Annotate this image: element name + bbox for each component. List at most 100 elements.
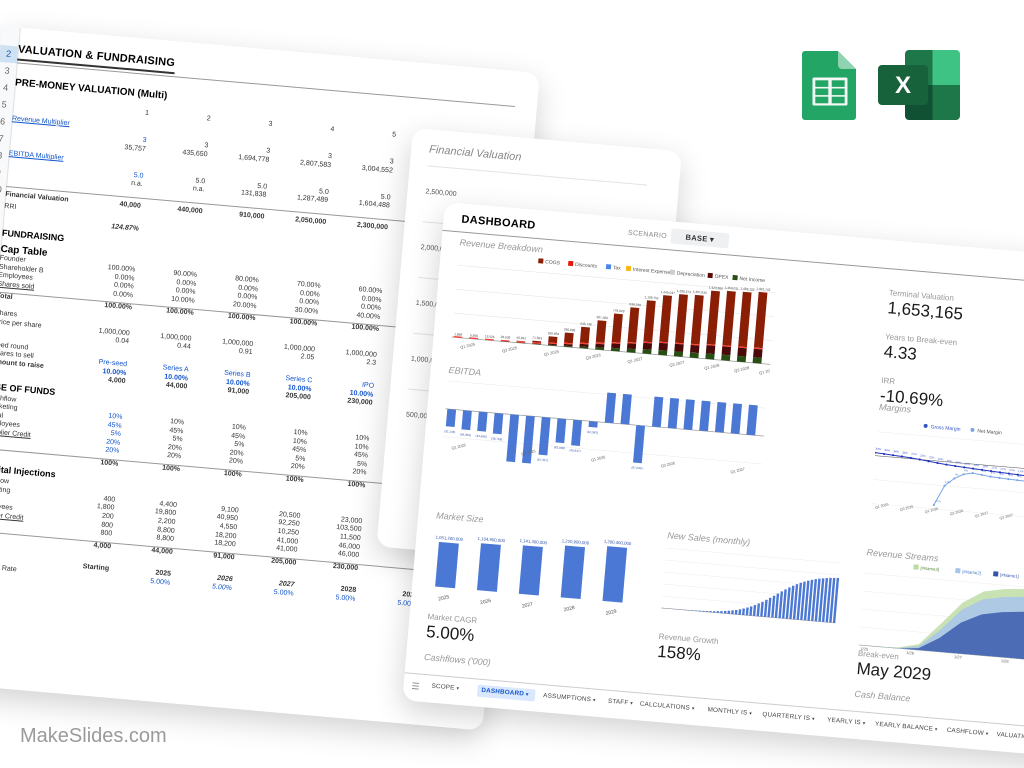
svg-text:1,459,102: 1,459,102 [740, 287, 755, 292]
svg-text:17%: 17% [1000, 467, 1006, 472]
svg-text:17%: 17% [945, 480, 951, 485]
svg-text:2,500: 2,500 [660, 545, 665, 551]
svg-text:(43,096): (43,096) [554, 445, 565, 450]
svg-text:(10,342): (10,342) [587, 430, 598, 435]
svg-text:2026: 2026 [480, 598, 492, 606]
svg-text:Q1 2027: Q1 2027 [627, 356, 644, 365]
svg-text:-17%: -17% [934, 499, 941, 504]
svg-text:189,894: 189,894 [547, 331, 559, 336]
svg-text:Q1 2026: Q1 2026 [591, 455, 606, 462]
svg-text:1,290,400,000: 1,290,400,000 [604, 539, 632, 546]
svg-text:(34,486): (34,486) [475, 434, 486, 439]
svg-text:778,629: 778,629 [613, 308, 625, 313]
svg-text:4%: 4% [982, 469, 987, 473]
svg-text:Q1 2029: Q1 2029 [759, 367, 776, 376]
svg-text:1,500,000: 1,500,000 [450, 261, 457, 268]
svg-text:Gross Margin: Gross Margin [930, 424, 961, 433]
svg-text:76,997: 76,997 [703, 383, 713, 388]
svg-text:(36,756): (36,756) [491, 436, 502, 441]
svg-text:1/26: 1/26 [906, 650, 915, 656]
svg-text:1,141,300,000: 1,141,300,000 [519, 538, 547, 545]
svg-text:2028: 2028 [563, 605, 575, 613]
svg-text:[#Name3]: [#Name3] [920, 565, 939, 572]
svg-text:29,636: 29,636 [500, 335, 510, 340]
svg-text:2,000: 2,000 [660, 557, 664, 563]
svg-text:296,839: 296,839 [564, 327, 576, 332]
svg-text:4%: 4% [1000, 472, 1005, 476]
svg-text:COGS: COGS [545, 259, 561, 266]
svg-text:2025: 2025 [438, 594, 450, 602]
svg-text:(31,145): (31,145) [444, 429, 455, 434]
svg-text:(45,647): (45,647) [569, 448, 580, 453]
svg-text:4%: 4% [1009, 473, 1014, 477]
svg-text:1/28: 1/28 [1001, 658, 1010, 664]
svg-text:500,000: 500,000 [858, 570, 864, 576]
svg-text:100%: 100% [870, 429, 875, 435]
svg-text:(34,356): (34,356) [460, 432, 471, 437]
svg-text:19%: 19% [964, 462, 970, 467]
svg-text:445,739: 445,739 [580, 322, 592, 327]
svg-text:Q3 2027: Q3 2027 [999, 513, 1013, 520]
svg-text:X: X [895, 72, 911, 99]
svg-text:4%: 4% [973, 467, 978, 471]
svg-text:200,000: 200,000 [858, 624, 859, 630]
svg-text:1,296,373: 1,296,373 [677, 289, 692, 294]
svg-text:1,989: 1,989 [454, 332, 463, 337]
svg-text:1,000: 1,000 [660, 581, 662, 587]
svg-text:1,245,037: 1,245,037 [661, 290, 676, 295]
svg-text:Q3 2026: Q3 2026 [949, 509, 963, 516]
svg-text:20%: 20% [947, 459, 953, 464]
svg-text:34%: 34% [902, 450, 908, 455]
svg-text:20%: 20% [938, 457, 944, 462]
svg-text:[#Name1]: [#Name1] [1000, 572, 1019, 579]
svg-text:40,661: 40,661 [516, 336, 526, 341]
svg-text:(84,233): (84,233) [520, 466, 531, 471]
svg-text:Q1 2025: Q1 2025 [451, 443, 466, 450]
svg-text:22%: 22% [929, 455, 935, 460]
svg-text:Q1 2025: Q1 2025 [875, 502, 889, 509]
svg-text:1,000,000: 1,000,000 [450, 285, 455, 292]
svg-text:Interest Expense: Interest Expense [633, 267, 671, 276]
svg-text:4%: 4% [964, 468, 969, 472]
svg-text:17%: 17% [1018, 469, 1024, 474]
svg-text:1,104,900,000: 1,104,900,000 [477, 536, 505, 543]
svg-text:OPEX: OPEX [714, 274, 729, 281]
svg-text:4%: 4% [1017, 474, 1022, 478]
svg-text:Net Margin: Net Margin [977, 428, 1002, 436]
svg-text:400,000: 400,000 [858, 588, 862, 594]
svg-text:Q1 2028: Q1 2028 [704, 362, 721, 371]
svg-text:34%: 34% [893, 449, 899, 454]
svg-text:13,525: 13,525 [485, 334, 495, 339]
svg-text:1,450,011: 1,450,011 [725, 286, 739, 291]
svg-text:1,500: 1,500 [660, 569, 663, 575]
svg-text:(67,044): (67,044) [631, 465, 642, 470]
svg-text:100,000: 100,000 [441, 379, 447, 384]
svg-text:0%: 0% [870, 477, 871, 483]
svg-text:74,920: 74,920 [671, 381, 681, 386]
svg-text:1,109,752: 1,109,752 [644, 295, 659, 300]
svg-text:Net Income: Net Income [739, 276, 765, 284]
svg-text:2029: 2029 [605, 609, 617, 617]
svg-text:Q3 2027: Q3 2027 [669, 359, 686, 368]
svg-text:22%: 22% [920, 454, 926, 459]
svg-text:Q3 2025: Q3 2025 [899, 505, 913, 512]
svg-text:1,307,630: 1,307,630 [692, 290, 707, 295]
svg-text:1,423,966: 1,423,966 [709, 285, 724, 290]
svg-text:5,569: 5,569 [470, 333, 479, 338]
svg-text:20%: 20% [955, 460, 961, 465]
svg-text:[#Name2]: [#Name2] [962, 569, 981, 576]
svg-text:(67,327): (67,327) [537, 458, 548, 463]
svg-text:27%: 27% [911, 452, 917, 457]
svg-text:73,944: 73,944 [608, 379, 618, 381]
svg-text:50%: 50% [870, 453, 873, 459]
svg-text:Q3 2028: Q3 2028 [734, 365, 751, 374]
svg-text:1,051,200,000: 1,051,200,000 [435, 535, 463, 542]
svg-text:300,000: 300,000 [858, 606, 861, 612]
svg-text:4%: 4% [991, 471, 996, 475]
svg-text:0: 0 [441, 406, 444, 411]
svg-text:Q3 2026: Q3 2026 [660, 461, 675, 468]
svg-text:1/27: 1/27 [954, 654, 963, 660]
svg-text:17%: 17% [1009, 468, 1015, 473]
svg-text:34%: 34% [884, 448, 890, 453]
svg-text:0: 0 [450, 335, 451, 340]
